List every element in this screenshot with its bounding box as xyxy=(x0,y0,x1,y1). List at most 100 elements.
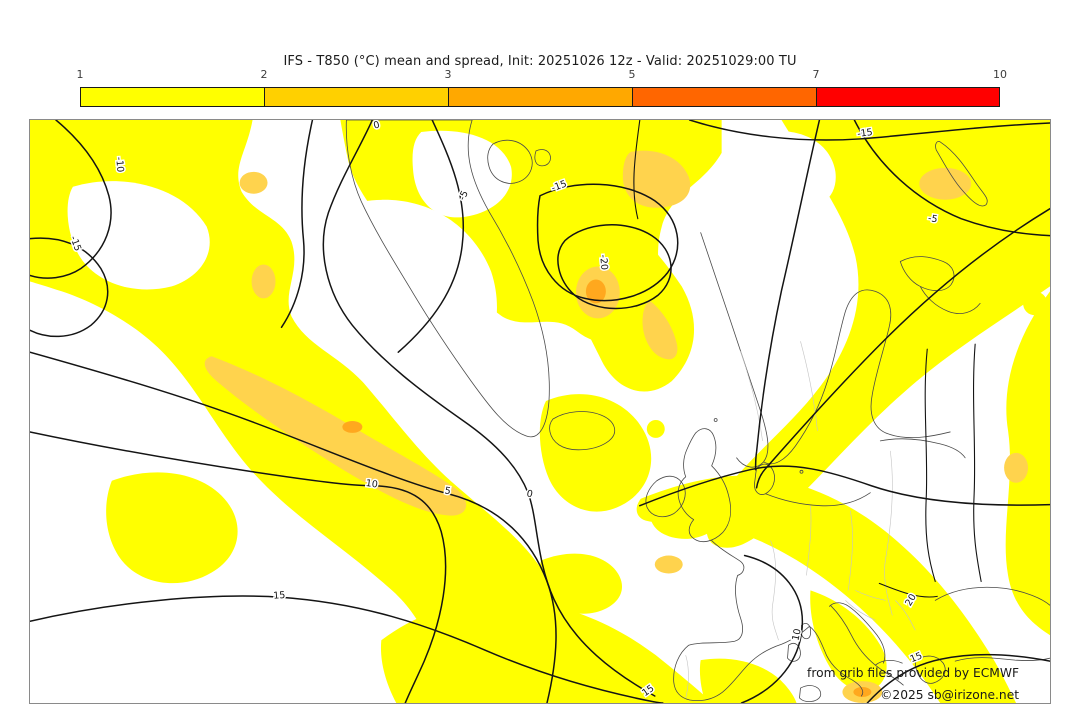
spread-region xyxy=(380,599,713,703)
contour-line xyxy=(536,183,679,302)
contour-label: 15 xyxy=(273,590,286,602)
contour-line xyxy=(866,653,1050,703)
contour-line xyxy=(639,465,1050,507)
spread-region xyxy=(539,394,652,512)
border-line xyxy=(685,655,689,699)
colorbar-tick: 1 xyxy=(76,68,84,81)
coastline-balkans-greece xyxy=(830,604,946,686)
colorbar-tick: 7 xyxy=(812,68,820,81)
contour-label: -5 xyxy=(927,213,938,225)
coastline-baltic-south xyxy=(765,438,966,507)
colorbar-segment-3-5 xyxy=(448,87,633,107)
spread-region xyxy=(539,553,622,614)
spread-region-2 xyxy=(204,356,467,516)
contour-line xyxy=(397,120,465,353)
colorbar-tick: 3 xyxy=(444,68,452,81)
credit-copyright: ©2025 sb@irizone.net xyxy=(880,688,1019,702)
colorbar-segment-5-7 xyxy=(632,87,817,107)
contour-line xyxy=(322,120,656,697)
spread-region xyxy=(650,496,718,539)
coastline-scandinavia xyxy=(700,232,951,468)
island-dot xyxy=(799,469,804,474)
coastline-svalbard xyxy=(487,139,551,184)
credit-provider: from grib files provided by ECMWF xyxy=(807,666,1019,680)
contour-label: 10 xyxy=(365,478,378,491)
contour-line xyxy=(924,348,936,582)
spread-region xyxy=(810,590,887,691)
contour-line xyxy=(280,120,314,329)
contour-label: 0 xyxy=(372,120,381,132)
spread-region-2 xyxy=(251,264,276,299)
coastline-greenland xyxy=(345,120,550,438)
border-line xyxy=(845,590,916,631)
spread-colorbar xyxy=(80,87,1000,107)
contour-lines xyxy=(30,120,1050,703)
contour-line xyxy=(853,120,1050,237)
colorbar-segment-7-10 xyxy=(816,87,1000,107)
contour-line xyxy=(755,207,1050,489)
spread-region-3 xyxy=(585,279,606,304)
contour-line xyxy=(30,120,112,279)
colorbar-tick: 5 xyxy=(628,68,636,81)
border-line xyxy=(806,505,812,576)
coastlines xyxy=(345,120,1050,702)
weather-map: -10 -15 0 -5 -20 -15 -15 -5 10 5 0 15 15… xyxy=(30,120,1050,703)
coastline-britain xyxy=(677,428,731,543)
contour-line xyxy=(740,554,804,703)
map-frame: -10 -15 0 -5 -20 -15 -15 -5 10 5 0 15 15… xyxy=(29,119,1051,704)
contour-line xyxy=(633,120,641,220)
spread-region xyxy=(699,658,797,703)
contour-label: 5 xyxy=(444,485,452,497)
coastline-med-islands xyxy=(787,623,822,702)
credits: from grib files provided by ECMWF ©2025 … xyxy=(807,666,1019,702)
contour-line xyxy=(878,582,938,598)
contour-label: 0 xyxy=(525,488,533,500)
contour-line xyxy=(557,224,672,310)
spread-region-2 xyxy=(919,167,972,200)
white-gap xyxy=(756,131,836,212)
coastline-west-europe-iberia xyxy=(673,540,810,701)
contour-line xyxy=(754,120,821,471)
border-line xyxy=(770,540,779,641)
white-gap xyxy=(412,130,512,218)
map-title: IFS - T850 (°C) mean and spread, Init: 2… xyxy=(283,54,797,69)
contour-line xyxy=(972,343,982,582)
colorbar-tick: 2 xyxy=(260,68,268,81)
contour-label: -15 xyxy=(857,127,874,140)
spread-region xyxy=(636,475,1017,703)
contour-line xyxy=(30,351,557,703)
spread-region-3 xyxy=(853,687,872,698)
border-line xyxy=(848,510,853,591)
spread-region xyxy=(1005,291,1050,636)
contour-label: 10 xyxy=(790,628,803,642)
spread-region-2 xyxy=(1004,452,1029,483)
coastline-iceland xyxy=(549,411,616,451)
coastline-white-sea xyxy=(899,256,981,314)
contour-label: -20 xyxy=(597,254,609,270)
contour-line xyxy=(30,595,664,703)
coastline-ireland xyxy=(645,475,686,518)
border-line xyxy=(740,351,763,441)
white-gap xyxy=(67,181,210,290)
contour-line xyxy=(30,431,447,703)
spread-region xyxy=(646,419,665,438)
spread-region-2 xyxy=(654,555,683,574)
contour-line xyxy=(688,120,1050,141)
colorbar-segment-2-3 xyxy=(264,87,449,107)
spread-region-2 xyxy=(239,171,268,194)
contour-line xyxy=(30,237,109,338)
spread-region xyxy=(1023,291,1048,316)
country-borders xyxy=(685,341,916,699)
colorbar-tick: 10 xyxy=(993,68,1007,81)
border-line xyxy=(884,450,893,616)
colorbar-tick-labels: 1 2 3 5 7 10 xyxy=(76,68,1008,82)
colorbar-segment-1-2 xyxy=(80,87,265,107)
coastline-italy xyxy=(809,602,886,697)
island-dot xyxy=(713,418,718,422)
border-line xyxy=(800,341,818,431)
spread-region-2 xyxy=(642,301,678,360)
spread-region xyxy=(106,472,238,584)
spread-shading-level3 xyxy=(342,279,872,698)
coastline-novaya-zemlya xyxy=(935,141,988,207)
